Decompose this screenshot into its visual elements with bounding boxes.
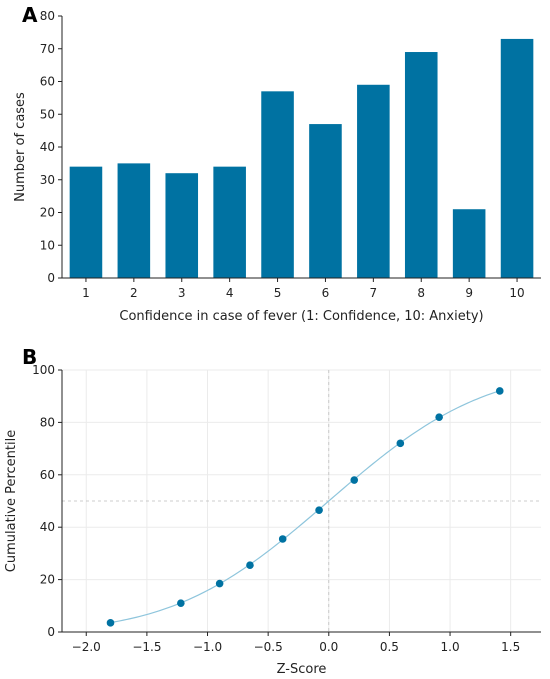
bar — [69, 166, 103, 278]
fit-curve — [110, 390, 500, 624]
bar — [213, 166, 246, 278]
y-tick-label: 50 — [40, 107, 55, 121]
reference-lines — [62, 370, 541, 632]
y-tick-label: 80 — [40, 415, 55, 429]
y-tick-label: 40 — [40, 140, 55, 154]
panel-a-label: A — [22, 3, 38, 27]
x-tick-label: 10 — [509, 286, 524, 300]
data-point — [435, 413, 443, 421]
panel-a: A 1 2 3 4 5 6 7 8 9 10 0 10 20 30 40 50 60 70 80 Confidenc… — [13, 3, 541, 324]
x-axis-label: Z-Score — [277, 662, 327, 677]
y-axis-label: Number of cases — [13, 92, 28, 202]
y-tick-label: 100 — [32, 363, 55, 377]
y-tick-label: 20 — [40, 206, 55, 220]
y-tick-label: 80 — [40, 9, 55, 23]
x-tick-label: −1.5 — [132, 640, 161, 654]
x-tick-label: 0.0 — [319, 640, 338, 654]
y-tick-label: 10 — [40, 238, 55, 252]
axis-ticks: 1 2 3 4 5 6 7 8 9 10 0 10 20 30 40 50 60 70 80 — [40, 9, 525, 300]
x-tick-label: −0.5 — [254, 640, 283, 654]
y-axis-label: Cumulative Percentile — [4, 430, 19, 572]
y-tick-label: 20 — [40, 573, 55, 587]
y-tick-label: 60 — [40, 75, 55, 89]
x-tick-label: 8 — [417, 286, 425, 300]
data-point — [278, 535, 287, 543]
data-point — [350, 476, 359, 484]
x-axis-label: Confidence in case of fever (1: Confiden… — [119, 309, 483, 324]
x-tick-label: 6 — [322, 286, 330, 300]
x-tick-label: 7 — [370, 286, 378, 300]
x-tick-label: 0.5 — [380, 640, 399, 654]
y-tick-label: 40 — [40, 520, 55, 534]
x-tick-label: 9 — [465, 286, 473, 300]
x-tick-label: 1 — [82, 286, 90, 300]
panel-b: B −2.0 −1.5 −1.0 −0.5 0.0 0.5 1.0 1.5 0 20 40 60 80 1… — [4, 345, 541, 677]
bar-series — [69, 38, 534, 279]
y-tick-label: 30 — [40, 173, 55, 187]
x-tick-label: 1.5 — [501, 640, 520, 654]
bar — [309, 124, 342, 278]
panel-b-label: B — [22, 345, 37, 369]
data-point — [315, 506, 323, 514]
y-tick-label: 60 — [40, 468, 55, 482]
bar — [452, 209, 486, 278]
y-tick-label: 70 — [40, 42, 55, 56]
x-tick-label: 4 — [226, 286, 234, 300]
axis-ticks: −2.0 −1.5 −1.0 −0.5 0.0 0.5 1.0 1.5 0 20 40 60 80 100 — [32, 363, 520, 654]
data-point — [246, 561, 254, 569]
x-tick-label: 1.0 — [441, 640, 460, 654]
x-tick-label: 3 — [178, 286, 186, 300]
point-series — [106, 387, 504, 627]
y-tick-label: 0 — [47, 625, 55, 639]
data-point — [495, 387, 504, 395]
bar — [357, 84, 390, 279]
data-point — [106, 619, 115, 627]
data-point — [177, 599, 185, 607]
bar — [500, 38, 534, 278]
bar — [165, 173, 199, 278]
grid — [62, 369, 541, 633]
y-tick-label: 0 — [47, 271, 55, 285]
bar — [261, 91, 294, 278]
data-point — [396, 439, 405, 448]
bar — [117, 163, 151, 278]
x-tick-label: 2 — [130, 286, 138, 300]
bar — [404, 52, 438, 279]
data-point — [215, 579, 224, 588]
x-tick-label: −1.0 — [193, 640, 222, 654]
x-tick-label: −2.0 — [72, 640, 101, 654]
x-tick-label: 5 — [274, 286, 282, 300]
